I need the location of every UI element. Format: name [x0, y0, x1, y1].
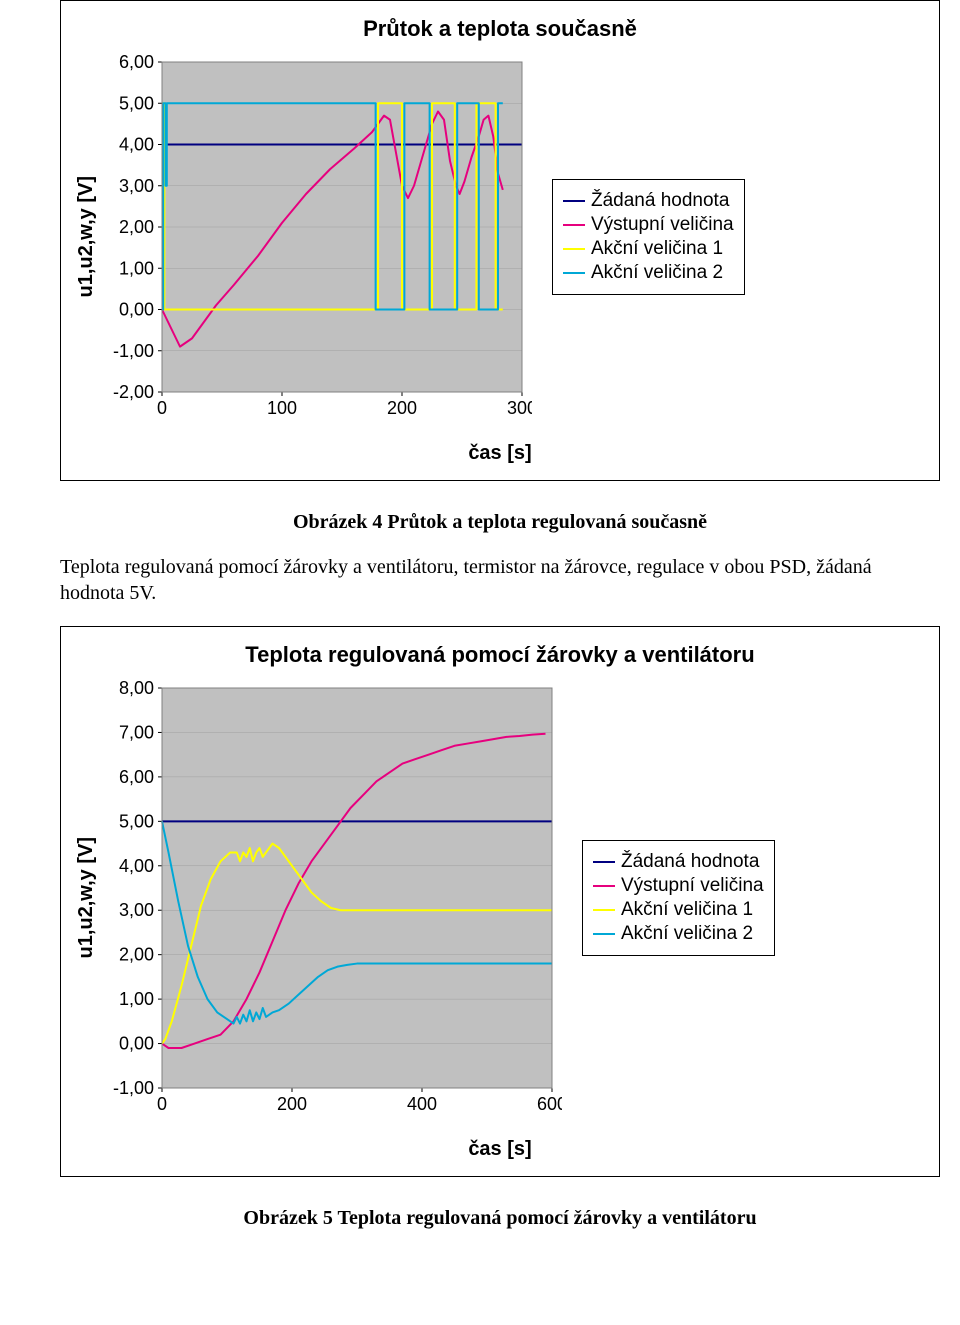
- svg-text:400: 400: [407, 1094, 437, 1114]
- chart-2-caption: Obrázek 5 Teplota regulovaná pomocí žáro…: [60, 1207, 940, 1230]
- legend-swatch: [593, 861, 615, 863]
- chart-1-plot: -2,00 -1,00 0,00 1,00 2,00 3,00 4,00 5,00 6,00 0 1…: [102, 52, 532, 422]
- svg-text:300: 300: [507, 398, 532, 418]
- chart-1-title: Průtok a teplota současně: [61, 1, 939, 52]
- legend-swatch: [593, 933, 615, 935]
- chart-1-container: Průtok a teplota současně u1,u2,w,y [V] …: [60, 0, 940, 481]
- legend-swatch: [563, 200, 585, 202]
- legend-item: Výstupní veličina: [593, 875, 764, 897]
- svg-text:-2,00: -2,00: [113, 382, 154, 402]
- chart-1-legend: Žádaná hodnotaVýstupní veličinaAkční vel…: [552, 179, 745, 295]
- chart-2-title: Teplota regulovaná pomocí žárovky a vent…: [61, 627, 939, 678]
- chart-2-plot: -1,00 0,00 1,00 2,00 3,00 4,00 5,00 6,00 7,00 8,0…: [102, 678, 562, 1118]
- legend-label: Výstupní veličina: [621, 875, 764, 897]
- legend-item: Akční veličina 1: [563, 238, 734, 260]
- legend-label: Akční veličina 1: [591, 238, 723, 260]
- paragraph-1: Teplota regulovaná pomocí žárovky a vent…: [60, 554, 940, 606]
- svg-text:200: 200: [277, 1094, 307, 1114]
- svg-text:3,00: 3,00: [119, 900, 154, 920]
- chart-2-ylabel: u1,u2,w,y [V]: [71, 837, 102, 959]
- legend-label: Žádaná hodnota: [621, 851, 759, 873]
- legend-swatch: [563, 272, 585, 274]
- legend-swatch: [593, 909, 615, 911]
- legend-item: Výstupní veličina: [563, 214, 734, 236]
- svg-text:100: 100: [267, 398, 297, 418]
- svg-text:4,00: 4,00: [119, 856, 154, 876]
- svg-text:3,00: 3,00: [119, 176, 154, 196]
- svg-text:2,00: 2,00: [119, 217, 154, 237]
- svg-text:1,00: 1,00: [119, 258, 154, 278]
- legend-item: Žádaná hodnota: [593, 851, 764, 873]
- legend-swatch: [563, 248, 585, 250]
- svg-text:-1,00: -1,00: [113, 1078, 154, 1098]
- svg-text:7,00: 7,00: [119, 722, 154, 742]
- legend-item: Žádaná hodnota: [563, 190, 734, 212]
- svg-text:5,00: 5,00: [119, 93, 154, 113]
- legend-swatch: [563, 224, 585, 226]
- legend-label: Akční veličina 2: [591, 262, 723, 284]
- legend-label: Žádaná hodnota: [591, 190, 729, 212]
- legend-item: Akční veličina 2: [593, 923, 764, 945]
- chart-2-xlabel: čas [s]: [61, 1128, 939, 1176]
- svg-text:600: 600: [537, 1094, 562, 1114]
- svg-text:-1,00: -1,00: [113, 341, 154, 361]
- chart-1-ylabel: u1,u2,w,y [V]: [71, 176, 102, 298]
- svg-text:0: 0: [157, 1094, 167, 1114]
- legend-label: Výstupní veličina: [591, 214, 734, 236]
- svg-text:6,00: 6,00: [119, 52, 154, 72]
- svg-text:4,00: 4,00: [119, 135, 154, 155]
- svg-text:6,00: 6,00: [119, 767, 154, 787]
- chart-1-xlabel: čas [s]: [61, 432, 939, 480]
- legend-label: Akční veličina 2: [621, 923, 753, 945]
- legend-swatch: [593, 885, 615, 887]
- svg-text:200: 200: [387, 398, 417, 418]
- svg-text:2,00: 2,00: [119, 945, 154, 965]
- svg-text:1,00: 1,00: [119, 989, 154, 1009]
- chart-2-legend: Žádaná hodnotaVýstupní veličinaAkční vel…: [582, 840, 775, 956]
- svg-text:0: 0: [157, 398, 167, 418]
- svg-text:0,00: 0,00: [119, 1034, 154, 1054]
- legend-item: Akční veličina 1: [593, 899, 764, 921]
- legend-label: Akční veličina 1: [621, 899, 753, 921]
- svg-text:5,00: 5,00: [119, 811, 154, 831]
- svg-text:8,00: 8,00: [119, 678, 154, 698]
- chart-2-container: Teplota regulovaná pomocí žárovky a vent…: [60, 626, 940, 1177]
- svg-text:0,00: 0,00: [119, 300, 154, 320]
- chart-1-caption: Obrázek 4 Průtok a teplota regulovaná so…: [60, 511, 940, 534]
- legend-item: Akční veličina 2: [563, 262, 734, 284]
